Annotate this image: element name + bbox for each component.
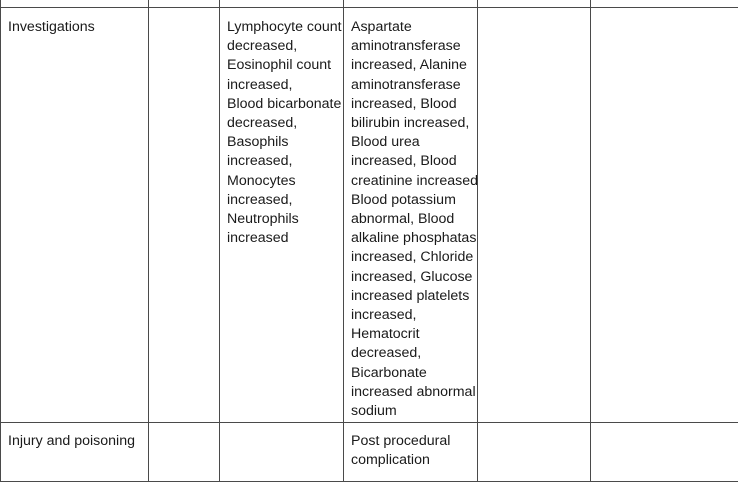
cell-line: increased, Blood xyxy=(351,152,477,171)
lab-findings-cell: Aspartate aminotransferase increased, Al… xyxy=(344,8,478,423)
cell-line: complication xyxy=(351,451,477,470)
cell-line: aminotransferase xyxy=(351,76,477,95)
cell-line: Blood potassium xyxy=(351,191,477,210)
cell-line: increased, Chloride xyxy=(351,248,477,267)
cell-line: increased, xyxy=(351,306,477,325)
cell-line: Post procedural xyxy=(351,432,477,451)
cell-line: Neutrophils xyxy=(227,210,343,229)
cell-line: increased xyxy=(227,229,343,248)
cell-line: decreased, xyxy=(227,37,343,56)
table-cell xyxy=(478,8,591,423)
cell-line: creatinine increased, xyxy=(351,172,477,191)
cell-line: increased, Alanine xyxy=(351,56,477,75)
cell-line: increased, xyxy=(227,76,343,95)
table-cell xyxy=(478,423,591,482)
cell-line: Blood bicarbonate xyxy=(227,95,343,114)
category-cell: Investigations xyxy=(1,8,149,423)
cell-line: decreased, xyxy=(227,114,343,133)
table-row-injury-poisoning: Injury and poisoning Post procedural com… xyxy=(1,423,738,482)
cell-line: bilirubin increased, xyxy=(351,114,477,133)
cell-line: Eosinophil count xyxy=(227,56,343,75)
cell-line: Blood urea xyxy=(351,133,477,152)
cell-line: aminotransferase xyxy=(351,37,477,56)
cell-line: increased platelets xyxy=(351,287,477,306)
cell-line: increased, Blood xyxy=(351,95,477,114)
cell-line: Bicarbonate xyxy=(351,364,477,383)
cell-line: sodium xyxy=(351,402,477,421)
table-row-investigations: Investigations Lymphocyte count decrease… xyxy=(1,8,738,423)
table-cell xyxy=(149,423,220,482)
lab-findings-cell: Post procedural complication xyxy=(344,423,478,482)
table-cell xyxy=(591,423,738,482)
cell-line: increased, xyxy=(227,191,343,210)
table-top-continuation-row xyxy=(1,0,738,8)
table-cell xyxy=(591,8,738,423)
table-cell xyxy=(1,0,149,8)
table-cell xyxy=(344,0,478,8)
table-cell xyxy=(591,0,738,8)
cell-line: increased, xyxy=(227,152,343,171)
category-cell: Injury and poisoning xyxy=(1,423,149,482)
cell-line: Monocytes xyxy=(227,172,343,191)
lab-findings-cell: Lymphocyte count decreased, Eosinophil c… xyxy=(220,8,344,423)
cell-line: increased, Glucose xyxy=(351,268,477,287)
table-cell xyxy=(220,423,344,482)
cell-line: decreased, xyxy=(351,344,477,363)
table-cell xyxy=(220,0,344,8)
cell-line: abnormal, Blood xyxy=(351,210,477,229)
cell-line: Basophils xyxy=(227,133,343,152)
cell-line: Hematocrit xyxy=(351,325,477,344)
cell-line: alkaline phosphatase xyxy=(351,229,477,248)
table-cell xyxy=(478,0,591,8)
cell-line: increased abnormal xyxy=(351,383,477,402)
cell-line: Aspartate xyxy=(351,18,477,37)
table-cell xyxy=(149,0,220,8)
table-cell xyxy=(149,8,220,423)
cell-line: Lymphocyte count xyxy=(227,18,343,37)
